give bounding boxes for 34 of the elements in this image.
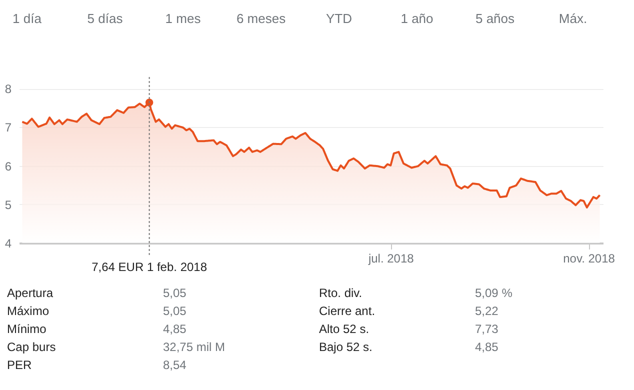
text: 6 meses <box>236 11 286 26</box>
text: 7,73 <box>475 322 499 336</box>
x-tick-label: nov. 2018 <box>563 252 616 266</box>
text: 32,75 mil M <box>163 340 226 354</box>
text: 5,22 <box>475 304 499 318</box>
text: 4,85 <box>163 322 187 336</box>
text: Mínimo <box>7 322 47 336</box>
text: Cierre ant. <box>319 304 376 318</box>
text: 5,05 <box>163 286 187 300</box>
text: 5 días <box>87 11 124 26</box>
x-tick-label: jul. 2018 <box>367 252 414 266</box>
text: Bajo 52 s. <box>319 340 372 354</box>
y-tick-label: 7 <box>4 120 12 135</box>
text: Alto 52 s. <box>319 322 370 336</box>
ref-line-label: 7,64 EUR 1 feb. 2018 <box>92 260 208 274</box>
text: 4,85 <box>475 340 499 354</box>
text: 1 día <box>12 11 42 26</box>
text: Cap burs <box>7 340 56 354</box>
text: Máximo <box>7 304 50 318</box>
text: 5,05 <box>163 304 187 318</box>
text: PER <box>7 358 32 372</box>
text: 5,09 % <box>475 286 513 300</box>
text: Rto. div. <box>319 286 362 300</box>
text: 1 año <box>400 11 434 26</box>
y-tick-label: 4 <box>4 236 12 250</box>
y-tick-label: 6 <box>4 159 12 174</box>
text: 8,54 <box>163 358 187 372</box>
text: 1 mes <box>165 11 202 26</box>
text: 5 años <box>475 11 516 26</box>
text: Máx. <box>558 11 588 26</box>
y-tick-label: 5 <box>4 198 12 212</box>
text: YTD <box>326 11 352 26</box>
y-tick-label: 8 <box>4 82 12 96</box>
text: Apertura <box>7 286 54 300</box>
